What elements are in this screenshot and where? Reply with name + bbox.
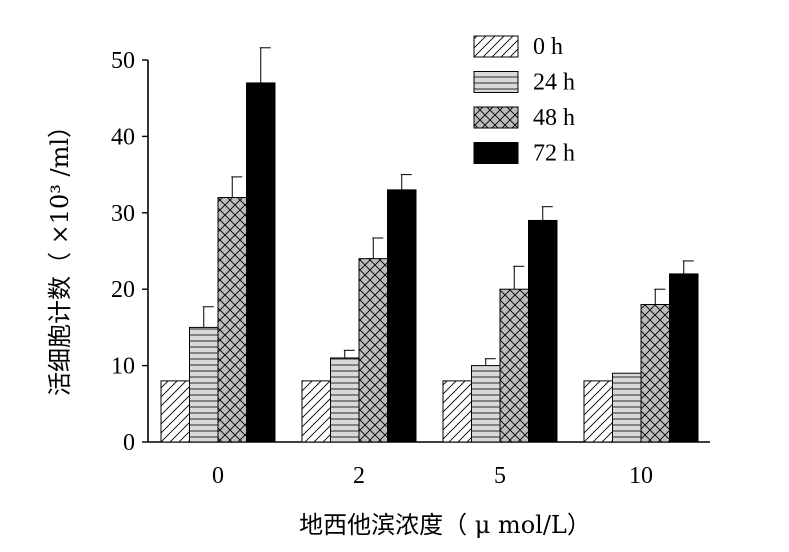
bar	[640, 303, 670, 443]
plot-area: 0 10 20 30 40 50 0 2 5 10 0 h 24 h 48 h 72 h	[111, 34, 710, 489]
x-axis-title: 地西他滨浓度（ μ mol/L）	[299, 511, 591, 539]
y-tick-label: 10	[111, 354, 135, 380]
bar	[612, 372, 642, 443]
legend-label: 48 h	[533, 105, 575, 131]
y-tick-label: 0	[123, 430, 135, 456]
bar	[301, 380, 331, 443]
legend-swatch	[473, 35, 519, 58]
bar	[499, 288, 529, 443]
legend-swatch	[473, 142, 519, 164]
bar	[669, 273, 699, 443]
y-tick-label: 20	[111, 277, 135, 303]
x-tick-label: 5	[494, 463, 506, 489]
y-tick-label: 30	[111, 201, 135, 227]
bar	[528, 219, 558, 443]
legend-swatch	[473, 106, 519, 129]
bar	[471, 365, 501, 443]
y-tick-label: 50	[111, 48, 135, 74]
legend-label: 0 h	[533, 34, 563, 60]
x-tick-label: 0	[212, 463, 224, 489]
legend-label: 24 h	[533, 70, 575, 96]
bar	[358, 258, 388, 443]
bar	[387, 189, 417, 443]
legend-swatch	[473, 71, 519, 93]
bar	[217, 197, 247, 443]
bar	[442, 380, 472, 443]
bar	[330, 357, 360, 443]
x-tick-label: 10	[629, 463, 653, 489]
bar	[189, 326, 219, 443]
y-axis-title: 活细胞计数（ ×10³ /ml）	[46, 114, 74, 396]
x-tick-label: 2	[353, 463, 365, 489]
bar	[583, 380, 613, 443]
legend-label: 72 h	[533, 141, 575, 167]
bar	[160, 380, 190, 443]
y-tick-label: 40	[111, 124, 135, 150]
bar	[246, 82, 276, 443]
